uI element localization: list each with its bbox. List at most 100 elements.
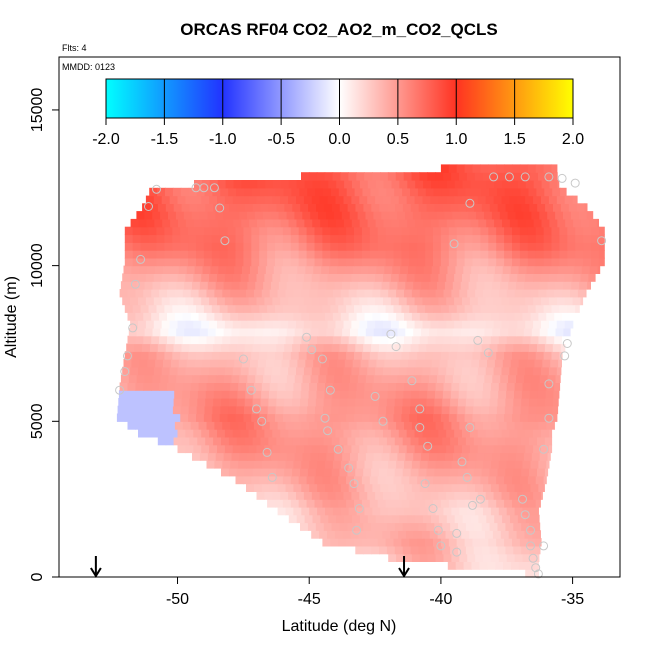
heatmap-cell <box>323 522 333 531</box>
heatmap-cell <box>205 390 215 399</box>
heatmap-cell <box>347 398 356 407</box>
heatmap-cell <box>348 382 358 391</box>
heatmap-cell <box>212 187 221 197</box>
heatmap-cell <box>536 187 545 197</box>
heatmap-cell <box>308 172 318 181</box>
heatmap-cell <box>383 366 392 376</box>
heatmap-cell <box>290 234 300 243</box>
heatmap-cell <box>191 211 201 220</box>
heatmap-cell <box>338 242 347 251</box>
heatmap-cell <box>319 296 329 306</box>
heatmap-cell <box>386 187 395 197</box>
heatmap-cell <box>354 187 364 197</box>
heatmap-cell <box>142 203 151 212</box>
heatmap-cell <box>498 382 508 391</box>
heatmap-cell <box>427 172 436 181</box>
heatmap-cell <box>487 561 496 570</box>
heatmap-cell <box>246 421 255 430</box>
heatmap-cell <box>564 273 574 282</box>
heatmap-cell <box>473 522 483 531</box>
heatmap-cell <box>185 429 194 438</box>
heatmap-cell <box>188 304 197 313</box>
heatmap-cell <box>305 265 314 274</box>
heatmap-cell <box>206 289 215 298</box>
heatmap-cell <box>509 366 518 376</box>
heatmap-cell <box>583 226 592 236</box>
heatmap-cell <box>144 281 154 290</box>
heatmap-cell <box>379 390 389 399</box>
heatmap-cell <box>278 211 288 220</box>
heatmap-cell <box>476 374 485 383</box>
heatmap-cell <box>380 483 389 492</box>
heatmap-cell <box>352 180 361 189</box>
heatmap-cell <box>541 444 550 454</box>
heatmap-cell <box>232 320 242 329</box>
heatmap-cell <box>322 413 331 422</box>
heatmap-cell <box>153 429 163 438</box>
heatmap-cell <box>160 327 169 337</box>
heatmap-cell <box>350 374 359 383</box>
heatmap-cell <box>219 250 229 259</box>
heatmap-cell <box>161 366 171 376</box>
heatmap-cell <box>532 530 541 539</box>
heatmap-cell <box>132 413 142 422</box>
heatmap-cell <box>257 359 267 368</box>
heatmap-cell <box>304 180 314 189</box>
heatmap-cell <box>517 218 527 228</box>
heatmap-cell <box>277 312 287 321</box>
heatmap-cell <box>246 483 255 492</box>
heatmap-cell <box>473 343 483 352</box>
heatmap-cell <box>201 320 210 329</box>
colorbar-tick-label: -1.0 <box>209 131 237 148</box>
heatmap-cell <box>575 234 584 243</box>
heatmap-cell <box>360 359 370 368</box>
heatmap-cell <box>530 506 539 516</box>
heatmap-cell <box>488 234 497 243</box>
heatmap-cell <box>365 211 374 220</box>
heatmap-cell <box>253 483 263 492</box>
colorbar-tick-label: 2.0 <box>562 131 584 148</box>
heatmap-cell <box>496 413 505 422</box>
heatmap-cell <box>419 390 428 399</box>
heatmap-cell <box>440 413 450 422</box>
heatmap-cell <box>280 444 289 454</box>
heatmap-cell <box>533 366 542 376</box>
heatmap-cell <box>131 359 140 368</box>
heatmap-cell <box>148 226 157 236</box>
heatmap-cell <box>293 382 302 391</box>
heatmap-cell <box>551 226 560 236</box>
heatmap-cell <box>317 335 326 345</box>
heatmap-cell <box>265 265 275 274</box>
heatmap-cell <box>301 506 310 516</box>
heatmap-cell <box>516 452 525 461</box>
heatmap-cell <box>580 296 584 306</box>
heatmap-cell <box>267 475 276 485</box>
heatmap-cell <box>456 413 466 422</box>
heatmap-cell <box>261 289 271 298</box>
heatmap-cell <box>472 242 481 251</box>
heatmap-cell <box>530 421 539 430</box>
heatmap-cell <box>381 452 391 461</box>
heatmap-cell <box>443 289 452 298</box>
track-point <box>115 385 125 395</box>
heatmap-cell <box>539 211 548 220</box>
heatmap-cell <box>221 398 230 407</box>
heatmap-cell <box>293 483 302 492</box>
heatmap-cell <box>454 195 463 204</box>
heatmap-cell <box>447 359 456 368</box>
heatmap-cell <box>214 335 223 345</box>
heatmap-cell <box>517 429 526 438</box>
heatmap-cell <box>276 203 285 212</box>
heatmap-cell <box>463 359 472 368</box>
heatmap-cell <box>124 250 134 259</box>
heatmap-cell <box>393 351 402 360</box>
heatmap-cell <box>246 289 255 298</box>
track-point <box>378 416 388 426</box>
heatmap-cell <box>329 359 338 368</box>
heatmap-cell <box>559 234 568 243</box>
heatmap-cell <box>157 405 166 415</box>
heatmap-cell <box>504 242 513 251</box>
heatmap-cell <box>410 468 420 477</box>
